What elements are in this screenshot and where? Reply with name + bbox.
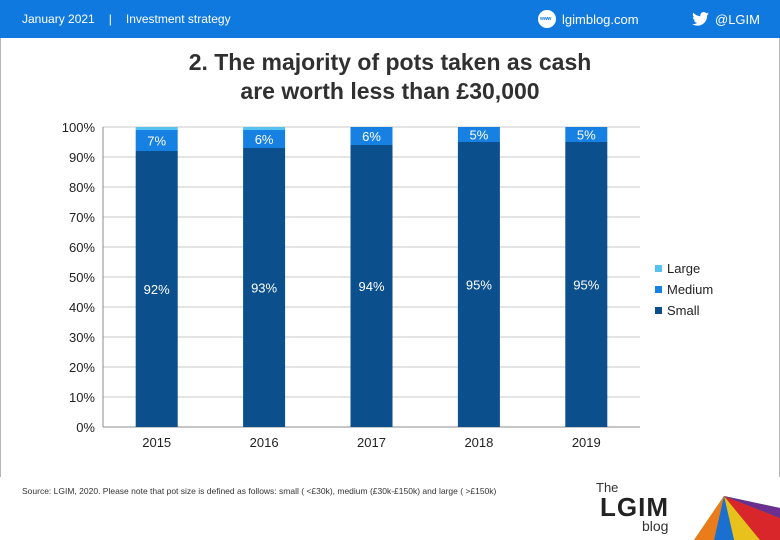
twitter-link[interactable]: @LGIM	[692, 9, 760, 29]
data-label: 92%	[144, 282, 170, 297]
bar-medium-2018	[457, 127, 500, 142]
blog-label: lgimblog.com	[562, 11, 639, 27]
source-note: Source: LGIM, 2020. Please note that pot…	[22, 486, 497, 496]
data-label: 93%	[251, 281, 277, 296]
data-label: 7%	[147, 134, 166, 149]
bar-large-2016	[243, 127, 286, 130]
x-tick-label: 2018	[464, 435, 493, 450]
legend-label: Medium	[667, 282, 714, 297]
data-label: 6%	[255, 132, 274, 147]
y-tick-label: 30%	[69, 330, 95, 345]
bar-medium-2017	[350, 127, 393, 145]
header-date: January 2021	[22, 12, 95, 26]
y-tick-label: 50%	[69, 270, 95, 285]
logo-lgim: LGIM	[600, 492, 669, 522]
y-tick-label: 70%	[69, 210, 95, 225]
lgim-blog-logo: The LGIM blog	[584, 478, 780, 540]
bar-small-2018	[457, 142, 500, 427]
y-tick-label: 10%	[69, 390, 95, 405]
y-tick-label: 80%	[69, 180, 95, 195]
x-tick-label: 2019	[572, 435, 601, 450]
chart-legend: Large Medium Small	[655, 258, 713, 321]
y-tick-label: 60%	[69, 240, 95, 255]
legend-item-small: Small	[655, 300, 713, 321]
legend-label: Large	[667, 261, 701, 276]
globe-icon: www	[538, 10, 556, 28]
data-label: 6%	[362, 129, 381, 144]
legend-item-large: Large	[655, 258, 713, 279]
header-section: Investment strategy	[125, 12, 231, 26]
bar-medium-2019	[565, 127, 608, 142]
legend-swatch	[655, 286, 662, 293]
x-tick-label: 2015	[142, 435, 171, 450]
twitter-label: @LGIM	[715, 11, 760, 27]
data-label: 95%	[573, 278, 599, 293]
bar-small-2019	[565, 142, 608, 427]
logo-blog: blog	[642, 518, 669, 534]
header-separator: |	[108, 12, 112, 26]
y-tick-label: 40%	[69, 300, 95, 315]
legend-swatch	[655, 265, 662, 272]
legend-swatch	[655, 307, 662, 314]
footer-bar	[0, 477, 780, 540]
chart-title: 2. The majority of pots taken as cash ar…	[0, 48, 780, 106]
legend-item-medium: Medium	[655, 279, 713, 300]
y-tick-label: 20%	[69, 360, 95, 375]
data-label: 95%	[466, 278, 492, 293]
bar-medium-2016	[243, 130, 286, 148]
x-tick-label: 2016	[250, 435, 279, 450]
logo-the: The	[596, 480, 619, 495]
x-tick-label: 2017	[357, 435, 386, 450]
bar-medium-2015	[135, 130, 178, 151]
bar-small-2016	[243, 148, 286, 427]
y-tick-label: 0%	[76, 420, 95, 435]
y-tick-label: 100%	[62, 120, 96, 135]
umbrella-icon	[694, 496, 780, 540]
data-label: 5%	[577, 128, 596, 143]
twitter-icon	[692, 12, 709, 26]
legend-label: Small	[667, 303, 700, 318]
bar-small-2015	[135, 151, 178, 427]
bar-large-2015	[135, 127, 178, 130]
header-bar: January 2021 | Investment strategy www lgi…	[0, 0, 780, 38]
chart-title-line2: are worth less than £30,000	[240, 78, 540, 104]
y-tick-label: 90%	[69, 150, 95, 165]
data-label: 5%	[470, 128, 489, 143]
blog-link[interactable]: www lgimblog.com	[538, 9, 639, 29]
chart-title-line1: 2. The majority of pots taken as cash	[188, 49, 592, 75]
header-left: January 2021 | Investment strategy	[22, 12, 231, 26]
data-label: 94%	[358, 279, 384, 294]
bar-small-2017	[350, 145, 393, 427]
